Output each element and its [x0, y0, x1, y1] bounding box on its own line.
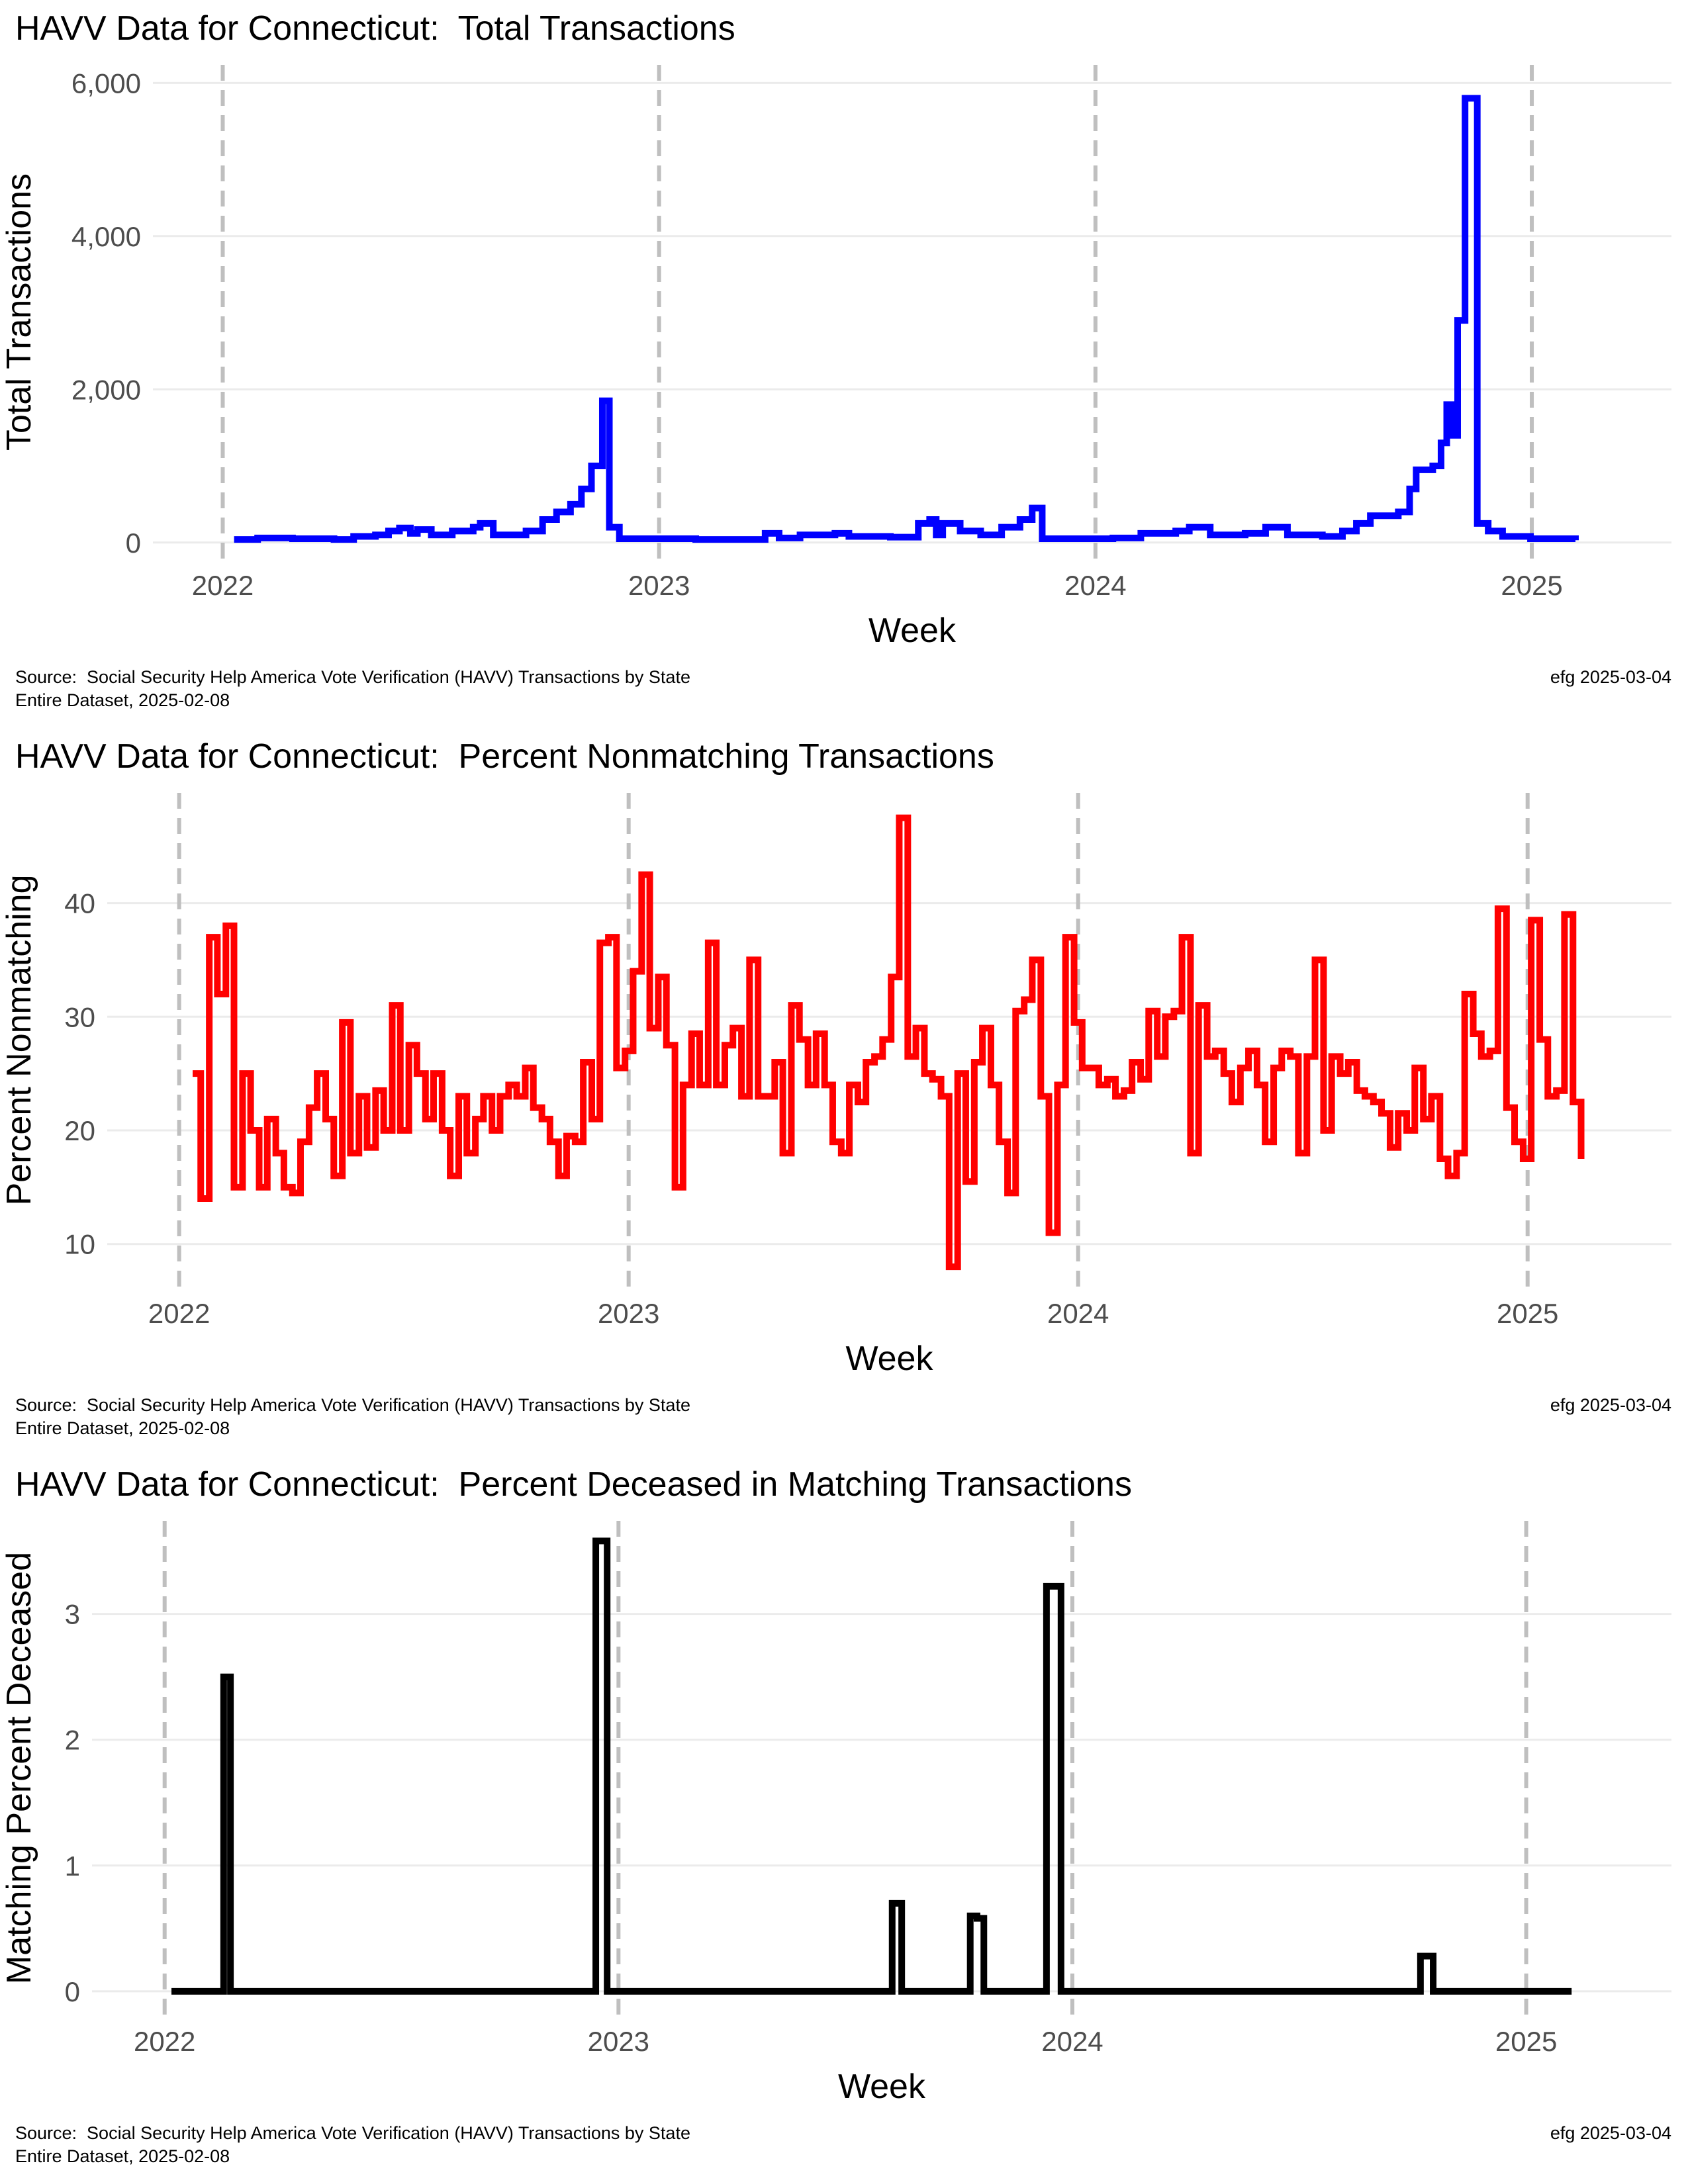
x-tick-label: 2024 [1041, 2026, 1103, 2057]
credit: efg 2025-03-04 [1550, 2123, 1671, 2143]
y-axis-title: Total Transactions [0, 173, 38, 451]
x-tick-label: 2025 [1501, 570, 1562, 601]
y-tick-label: 30 [64, 1001, 95, 1032]
y-tick-label: 20 [64, 1115, 95, 1146]
credit: efg 2025-03-04 [1550, 1395, 1671, 1415]
x-tick-label: 2022 [192, 570, 254, 601]
chart-title: HAVV Data for Connecticut: Total Transac… [15, 9, 735, 48]
data-line [234, 95, 1579, 543]
y-axis-title: Percent Nonmatching [0, 874, 38, 1205]
y-tick-label: 0 [126, 527, 141, 559]
source-caption: Entire Dataset, 2025-02-08 [15, 1418, 230, 1438]
x-tick-label: 2023 [628, 570, 690, 601]
y-tick-label: 3 [65, 1599, 80, 1630]
y-tick-label: 1 [65, 1850, 80, 1882]
x-axis-title: Week [868, 612, 957, 650]
source-caption: Source: Social Security Help America Vot… [15, 2123, 690, 2143]
chart-title: HAVV Data for Connecticut: Percent Decea… [15, 1465, 1132, 1504]
x-tick-label: 2023 [588, 2026, 649, 2057]
x-tick-label: 2023 [598, 1298, 659, 1329]
chart-panel: HAVV Data for Connecticut: Total Transac… [0, 9, 1671, 710]
x-tick-label: 2024 [1047, 1298, 1109, 1329]
data-line [171, 1537, 1572, 1995]
y-tick-label: 2 [65, 1725, 80, 1756]
x-axis-title: Week [838, 2068, 926, 2106]
y-tick-label: 0 [65, 1976, 80, 2007]
chart-panel: HAVV Data for Connecticut: Percent Decea… [0, 1465, 1671, 2166]
x-tick-label: 2022 [134, 2026, 195, 2057]
source-caption: Source: Social Security Help America Vot… [15, 667, 690, 687]
y-tick-label: 10 [64, 1229, 95, 1260]
x-tick-label: 2025 [1495, 2026, 1557, 2057]
x-tick-label: 2025 [1497, 1298, 1558, 1329]
y-tick-label: 6,000 [71, 68, 141, 99]
x-tick-label: 2024 [1064, 570, 1126, 601]
y-axis-title: Matching Percent Deceased [0, 1552, 38, 1984]
credit: efg 2025-03-04 [1550, 667, 1671, 687]
data-line [193, 814, 1585, 1271]
chart-title: HAVV Data for Connecticut: Percent Nonma… [15, 737, 994, 776]
y-tick-label: 4,000 [71, 221, 141, 252]
source-caption: Source: Social Security Help America Vot… [15, 1395, 690, 1415]
y-tick-label: 40 [64, 888, 95, 919]
source-caption: Entire Dataset, 2025-02-08 [15, 690, 230, 710]
source-caption: Entire Dataset, 2025-02-08 [15, 2146, 230, 2166]
chart-panel: HAVV Data for Connecticut: Percent Nonma… [0, 737, 1671, 1438]
y-tick-label: 2,000 [71, 374, 141, 405]
x-axis-title: Week [846, 1340, 934, 1378]
x-tick-label: 2022 [148, 1298, 210, 1329]
